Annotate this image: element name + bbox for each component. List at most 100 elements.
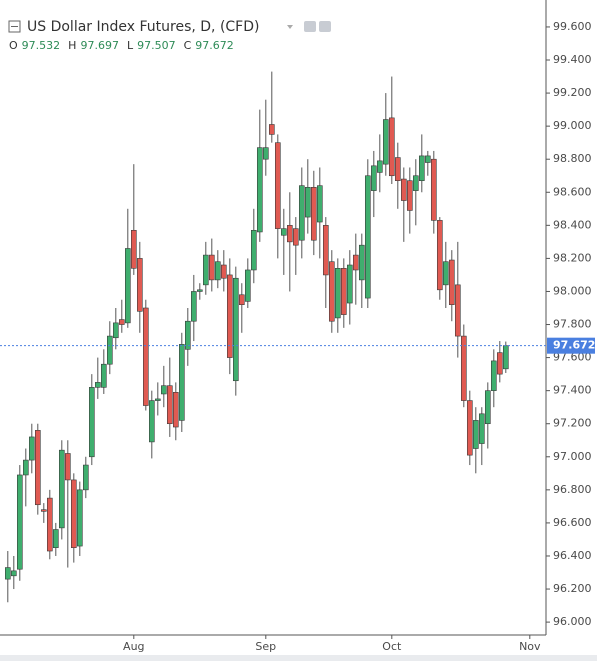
candle-body [484, 390, 491, 425]
candle-body [155, 398, 161, 401]
y-tick-label: 98.600 [553, 185, 592, 198]
candle-body [472, 420, 479, 449]
candle-body [406, 180, 413, 211]
candle-body [251, 229, 257, 271]
candle-body [466, 400, 473, 456]
y-tick-label: 99.600 [553, 20, 592, 33]
candle-body [460, 335, 467, 401]
candle-body [233, 277, 239, 382]
ohlc-value: 97.507 [137, 39, 176, 52]
candle-body [436, 220, 443, 291]
candle-body [113, 322, 119, 339]
x-tick-label: Aug [123, 640, 144, 653]
candle-body [442, 261, 449, 286]
dropdown-arrow[interactable] [287, 25, 293, 29]
candle-body [77, 489, 83, 547]
candle-body [274, 142, 281, 229]
candle-body [215, 261, 221, 281]
candle-body [101, 363, 107, 388]
candle-body [5, 567, 11, 580]
candle-body [34, 430, 41, 506]
candle-body [245, 269, 251, 302]
settings-icon[interactable] [319, 21, 331, 32]
candle-body [143, 307, 149, 406]
ohlc-key: H [68, 39, 76, 52]
ohlc-legend: O 97.532 H 97.697 L 97.507 C 97.672 [9, 39, 234, 52]
candle-body [149, 400, 155, 443]
bottom-bar [0, 655, 597, 661]
candle-body [370, 165, 377, 191]
y-tick-label: 99.400 [553, 53, 592, 66]
ohlc-value: 97.672 [195, 39, 234, 52]
candle-body [203, 254, 209, 286]
candle-body [292, 228, 299, 246]
candle-body [185, 320, 191, 350]
y-tick-label: 99.200 [553, 86, 592, 99]
candle-body [131, 229, 137, 269]
candle-body [478, 413, 485, 444]
candle-body [298, 185, 305, 241]
candle-body [58, 449, 65, 529]
candle-body [418, 155, 425, 181]
candle-body [262, 147, 269, 160]
candle-body [209, 254, 215, 281]
x-tick-label: Nov [519, 640, 541, 653]
ohlc-key: L [127, 39, 134, 52]
candle-body [304, 187, 311, 218]
candle-body [310, 187, 317, 241]
y-tick-label: 98.800 [553, 152, 592, 165]
candle-body [197, 289, 203, 292]
candle-body [239, 294, 245, 305]
y-tick-label: 97.800 [553, 318, 592, 331]
collapse-icon[interactable] [8, 20, 21, 33]
candle-body [334, 268, 341, 319]
x-tick-label: Sep [255, 640, 276, 653]
candle-body [125, 248, 131, 324]
candle-body [107, 335, 113, 365]
y-tick-label: 97.000 [553, 450, 592, 463]
candle-body [316, 185, 323, 223]
candle-body [256, 147, 263, 233]
chart-title: US Dollar Index Futures, D, (CFD) [27, 19, 259, 35]
x-tick-label: Oct [382, 640, 402, 653]
last-price-tag [547, 337, 595, 354]
y-tick-label: 99.000 [553, 119, 592, 132]
last-price-label: 97.672 [553, 339, 595, 352]
ohlc-key: O [9, 39, 18, 52]
candle-body [358, 244, 365, 281]
y-tick-label: 96.200 [553, 582, 592, 595]
candle-body [95, 382, 101, 388]
candle-body [65, 453, 71, 481]
candle-body [40, 509, 47, 512]
candle-body [227, 274, 233, 358]
candle-body [11, 570, 17, 577]
y-tick-label: 97.400 [553, 384, 592, 397]
candle-body [400, 178, 407, 201]
y-tick-label: 98.200 [553, 251, 592, 264]
candle-body [502, 345, 509, 370]
candle-body [221, 264, 227, 279]
candle-body [179, 344, 185, 421]
ohlc-value: 97.532 [22, 39, 61, 52]
candle-body [454, 284, 461, 337]
candle-body [16, 474, 23, 570]
candle-body [394, 157, 401, 181]
candle-body [424, 155, 431, 163]
candle-body [490, 360, 497, 391]
candle-body [173, 392, 179, 428]
candle-body [83, 464, 89, 491]
visibility-icon[interactable] [304, 21, 316, 32]
candle-body [52, 529, 59, 549]
candle-body [89, 387, 95, 458]
y-tick-label: 96.000 [553, 615, 592, 628]
ohlc-value: 97.697 [80, 39, 119, 52]
candle-body [161, 385, 167, 395]
candle-body [28, 436, 35, 461]
candle-body [22, 459, 29, 476]
candle-body [352, 254, 359, 271]
y-tick-label: 98.400 [553, 218, 592, 231]
candle-body [46, 497, 53, 552]
y-tick-label: 96.600 [553, 516, 592, 529]
